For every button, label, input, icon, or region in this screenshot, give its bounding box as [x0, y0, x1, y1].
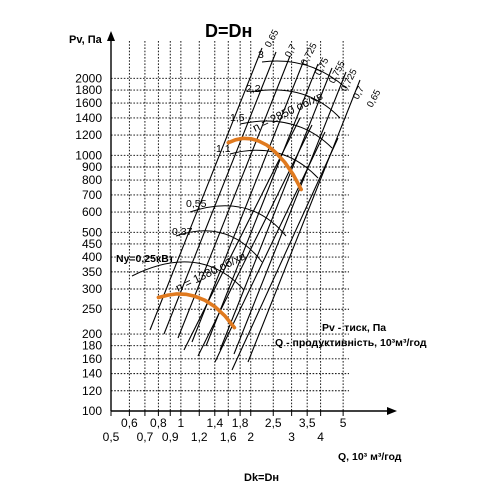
y-tick-label: 1000 — [75, 148, 102, 162]
x-tick-label-upper: 5 — [340, 416, 347, 430]
y-tick-label: 350 — [82, 265, 102, 279]
power-label: 2,2 — [246, 83, 261, 95]
y-tick-label: 800 — [82, 173, 102, 187]
system-line — [247, 79, 361, 363]
system-line — [183, 117, 301, 351]
x-tick-label-lower: 0,9 — [162, 430, 179, 444]
power-label: 1,5 — [230, 112, 245, 124]
power-arc — [189, 205, 287, 237]
y-tick-label: 1800 — [75, 83, 102, 97]
efficiency-label: 0,7 — [283, 43, 299, 60]
y-axis-label: Pv, Па — [69, 34, 103, 46]
y-tick-label: 300 — [82, 282, 102, 296]
power-arc — [239, 120, 333, 149]
system-line — [177, 55, 291, 339]
chart-footer: Dk=Dн — [244, 472, 279, 484]
y-tick-label: 180 — [82, 339, 102, 353]
x-tick-label-upper: 2,5 — [265, 416, 282, 430]
performance-curve — [156, 292, 237, 330]
power-arc — [131, 261, 245, 291]
power-label: 1,1 — [216, 143, 231, 155]
power-label: 0,55 — [186, 198, 207, 210]
system-line — [219, 67, 333, 351]
power-arc — [175, 230, 263, 263]
x-tick-label-lower: 0,7 — [137, 430, 154, 444]
y-tick-label: 200 — [82, 327, 102, 341]
efficiency-label: 0,65 — [365, 88, 383, 109]
y-tick-label: 160 — [82, 352, 102, 366]
x-tick-label-lower: 2 — [247, 430, 254, 444]
y-tick-label: 400 — [82, 250, 102, 264]
y-tick-label: 500 — [82, 225, 102, 239]
system-line — [205, 63, 319, 347]
power-arc — [249, 89, 341, 119]
system-line — [233, 71, 347, 355]
legend-line-1: Pv - тиск, Па — [322, 322, 386, 334]
x-tick-label-upper: 3,5 — [299, 416, 316, 430]
x-tick-label-lower: 4 — [317, 430, 324, 444]
y-tick-label: 1200 — [75, 128, 102, 142]
y-tick-label: 450 — [82, 237, 102, 251]
y-tick-label: 900 — [82, 160, 102, 174]
power-label: 0,37 — [172, 226, 193, 238]
system-line — [163, 51, 277, 335]
x-tick-label-lower: 3 — [288, 430, 295, 444]
efficiency-label: 0,65 — [263, 28, 281, 49]
power-arc — [261, 60, 347, 89]
performance-curve — [226, 136, 304, 192]
axes — [107, 31, 397, 416]
y-tick-label: 100 — [82, 404, 102, 418]
y-tick-label: 2000 — [75, 71, 102, 85]
system-line — [214, 131, 326, 363]
x-tick-label-upper: 1,8 — [232, 416, 249, 430]
power-label: Ny=0,25кВт — [116, 253, 174, 265]
efficiency-label: 0,7 — [351, 85, 367, 102]
legend-line-2: Q - продуктивність, 10³м³/год — [275, 337, 427, 349]
chart-title: D=Dн — [205, 21, 252, 41]
power-label: 3 — [258, 49, 264, 61]
x-tick-label-upper: 1,4 — [206, 416, 223, 430]
y-axis-arrow — [107, 31, 115, 41]
x-tick-label-upper: 0,8 — [150, 416, 167, 430]
x-tick-label-upper: 1 — [178, 416, 185, 430]
y-tick-label: 1600 — [75, 96, 102, 110]
system-line — [197, 124, 313, 357]
y-tick-label: 600 — [82, 205, 102, 219]
grid — [110, 41, 349, 411]
x-tick-label-lower: 0,5 — [103, 430, 120, 444]
x-tick-label-lower: 1,2 — [191, 430, 208, 444]
system-line — [191, 59, 305, 343]
y-tick-label: 140 — [82, 367, 102, 381]
x-tick-label-upper: 0,6 — [121, 416, 138, 430]
performance-curves — [156, 136, 304, 330]
x-axis-arrow — [387, 407, 397, 415]
y-tick-label: 1400 — [75, 111, 102, 125]
y-tick-label: 700 — [82, 188, 102, 202]
efficiency-label: 0,75 — [313, 56, 331, 77]
system-line — [231, 137, 339, 371]
system-line — [149, 47, 263, 331]
x-axis-label: Q, 10³ м³/год — [338, 451, 402, 463]
x-tick-label-lower: 1,6 — [220, 430, 237, 444]
y-tick-label: 120 — [82, 384, 102, 398]
y-tick-label: 250 — [82, 302, 102, 316]
